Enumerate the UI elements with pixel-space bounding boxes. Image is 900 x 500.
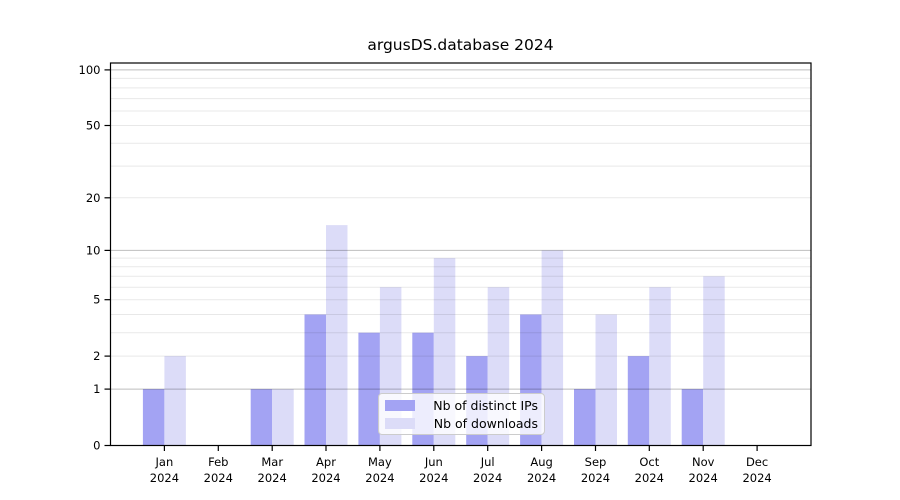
bar-nb-of-distinct-ips-apr [304, 314, 326, 446]
x-tick-label-month-dec: Dec [746, 455, 768, 469]
x-tick-label-year-feb: 2024 [204, 471, 233, 485]
y-tick-label-100: 100 [79, 63, 101, 77]
x-tick-label-month-may: May [368, 455, 392, 469]
x-tick-label-year-dec: 2024 [742, 471, 771, 485]
x-tick-label-month-mar: Mar [261, 455, 283, 469]
bar-nb-of-distinct-ips-jan [142, 389, 165, 446]
bar-nb-of-downloads-mar [272, 389, 294, 446]
x-tick-label-year-jan: 2024 [150, 471, 179, 485]
y-tick-label-5: 5 [93, 293, 100, 307]
x-tick-label-month-aug: Aug [530, 455, 552, 469]
x-tick-label-month-feb: Feb [208, 455, 228, 469]
chart-title: argusDS.database 2024 [367, 36, 554, 54]
legend-row-downloads: Nb of downloads [385, 415, 538, 431]
bar-nb-of-downloads-apr [326, 225, 348, 446]
x-tick-label-year-mar: 2024 [258, 471, 287, 485]
legend-row-distinct-ips: Nb of distinct IPs [385, 397, 538, 413]
bar-nb-of-downloads-nov [703, 276, 725, 446]
x-tick-label-year-jun: 2024 [419, 471, 448, 485]
bar-nb-of-distinct-ips-sep [574, 389, 596, 446]
x-tick-label-month-sep: Sep [585, 455, 607, 469]
legend: Nb of distinct IPs Nb of downloads [378, 393, 545, 435]
bar-nb-of-distinct-ips-mar [250, 389, 273, 446]
x-tick-label-month-apr: Apr [316, 455, 336, 469]
legend-label-downloads: Nb of downloads [433, 415, 538, 431]
x-tick-label-month-jan: Jan [155, 455, 174, 469]
y-tick-label-2: 2 [93, 349, 100, 363]
y-tick-label-10: 10 [86, 243, 101, 257]
x-tick-label-month-oct: Oct [639, 455, 659, 469]
x-tick-label-month-nov: Nov [692, 455, 715, 469]
bar-nb-of-downloads-oct [649, 287, 671, 446]
y-tick-label-1: 1 [93, 382, 100, 396]
x-tick-label-year-aug: 2024 [527, 471, 556, 485]
legend-swatch-downloads [385, 417, 415, 429]
x-tick-label-year-oct: 2024 [635, 471, 664, 485]
y-tick-label-20: 20 [86, 191, 101, 205]
legend-label-distinct-ips: Nb of distinct IPs [433, 397, 538, 413]
plot-border [109, 62, 812, 447]
grid-layer [110, 69, 811, 390]
bar-nb-of-distinct-ips-nov [681, 389, 704, 446]
x-tick-label-year-may: 2024 [365, 471, 394, 485]
labels-layer: 0 1 2 5 10 20 50 100 Jan 2024 Feb 2024 Mar 2024 Apr 202… [79, 63, 772, 485]
x-tick-label-month-jun: Jun [424, 455, 443, 469]
bar-nb-of-distinct-ips-may [358, 332, 380, 446]
y-tick-label-0: 0 [93, 439, 100, 453]
bar-nb-of-downloads-sep [595, 314, 617, 446]
bar-nb-of-downloads-jan [164, 356, 186, 446]
axes-layer [104, 62, 812, 451]
x-tick-label-year-sep: 2024 [581, 471, 610, 485]
x-tick-label-year-jul: 2024 [473, 471, 502, 485]
x-tick-label-year-nov: 2024 [689, 471, 718, 485]
legend-swatch-distinct-ips [385, 399, 415, 411]
y-tick-label-50: 50 [86, 119, 101, 133]
x-tick-label-year-apr: 2024 [311, 471, 340, 485]
bar-nb-of-downloads-aug [541, 250, 564, 446]
x-tick-label-month-jul: Jul [480, 455, 495, 469]
bar-nb-of-distinct-ips-oct [627, 356, 650, 446]
